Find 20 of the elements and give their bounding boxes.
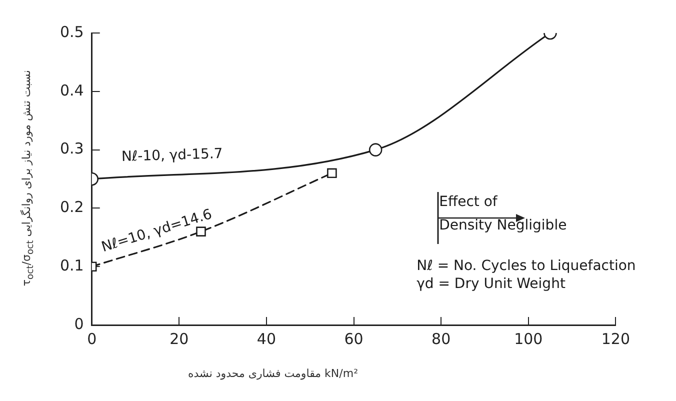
series-label: Nℓ-10, γd-15.7 [121, 146, 223, 166]
x-tick-label: 100 [514, 330, 543, 348]
y-tick-label: 0.2 [60, 198, 84, 216]
x-tick-label: 0 [87, 330, 97, 348]
annotation: γd = Dry Unit Weight [416, 276, 566, 292]
y-tick-label: 0.5 [60, 22, 84, 41]
x-tick-label: 80 [432, 330, 451, 348]
y-tick-label: 0.1 [60, 256, 84, 274]
annotation: Density Negligible [439, 217, 567, 234]
x-tick-label: 60 [344, 330, 364, 348]
y-tick-label: 0 [74, 314, 84, 333]
x-tick-label: 120 [601, 330, 630, 348]
y-tick-label: 0.3 [60, 140, 84, 158]
annotation: Effect of [439, 194, 498, 210]
x-axis-title: مقاومت فشاری محدود نشده kN/m² [188, 367, 358, 380]
x-tick-label: 20 [170, 330, 189, 348]
point [327, 168, 337, 178]
annotation: Nℓ = No. Cycles to Liquefaction [416, 258, 636, 274]
y-tick-label: 0.4 [60, 81, 84, 100]
x-tick-label: 40 [256, 330, 276, 348]
